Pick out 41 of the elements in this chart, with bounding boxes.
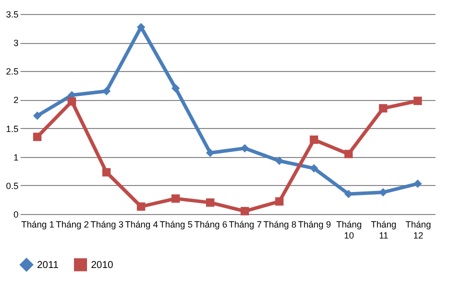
x-tick-label: Tháng 2 [56,220,89,230]
point [414,96,422,106]
x-tick-label: Tháng 11 [370,220,396,240]
point [310,136,318,144]
y-tick-label: 1.5 [6,124,18,134]
point [68,97,76,106]
x-tick-label: Tháng 12 [405,220,431,240]
point [102,168,111,176]
legend-label: 2010 [91,260,114,271]
point [414,180,422,188]
point [136,22,146,32]
x-tick-label: Tháng 9 [298,220,331,230]
y-tick-label: 2.5 [6,66,18,77]
x-tick-label: Tháng 3 [90,220,124,230]
x-tick-label: Tháng 7 [228,220,262,230]
y-tick-label: 1 [13,152,18,162]
x-tick-label: Tháng 8 [263,220,296,230]
y-tick-label: 3.5 [6,10,18,20]
point [136,202,146,211]
point [33,132,42,142]
point [171,84,180,92]
point [206,198,214,207]
x-tick-label: Tháng 6 [194,220,228,230]
point [206,148,214,158]
y-tick-label: 2 [13,95,18,106]
x-tick-label: Tháng 5 [160,220,193,230]
point [310,164,318,172]
point [171,194,180,203]
point [344,150,353,158]
x-tick-label: Tháng 4 [125,220,158,230]
point [240,206,249,216]
x-tick-label: Tháng 10 [336,220,362,240]
point [275,156,284,166]
y-tick-label: 0.5 [6,180,18,191]
point [33,112,42,120]
x-tick-label: Tháng 1 [21,220,54,230]
y-tick-label: 3 [13,38,18,48]
point [275,197,284,206]
y-tick-label: 0 [13,210,18,220]
legend-label: 2011 [37,260,59,271]
point [378,104,388,112]
